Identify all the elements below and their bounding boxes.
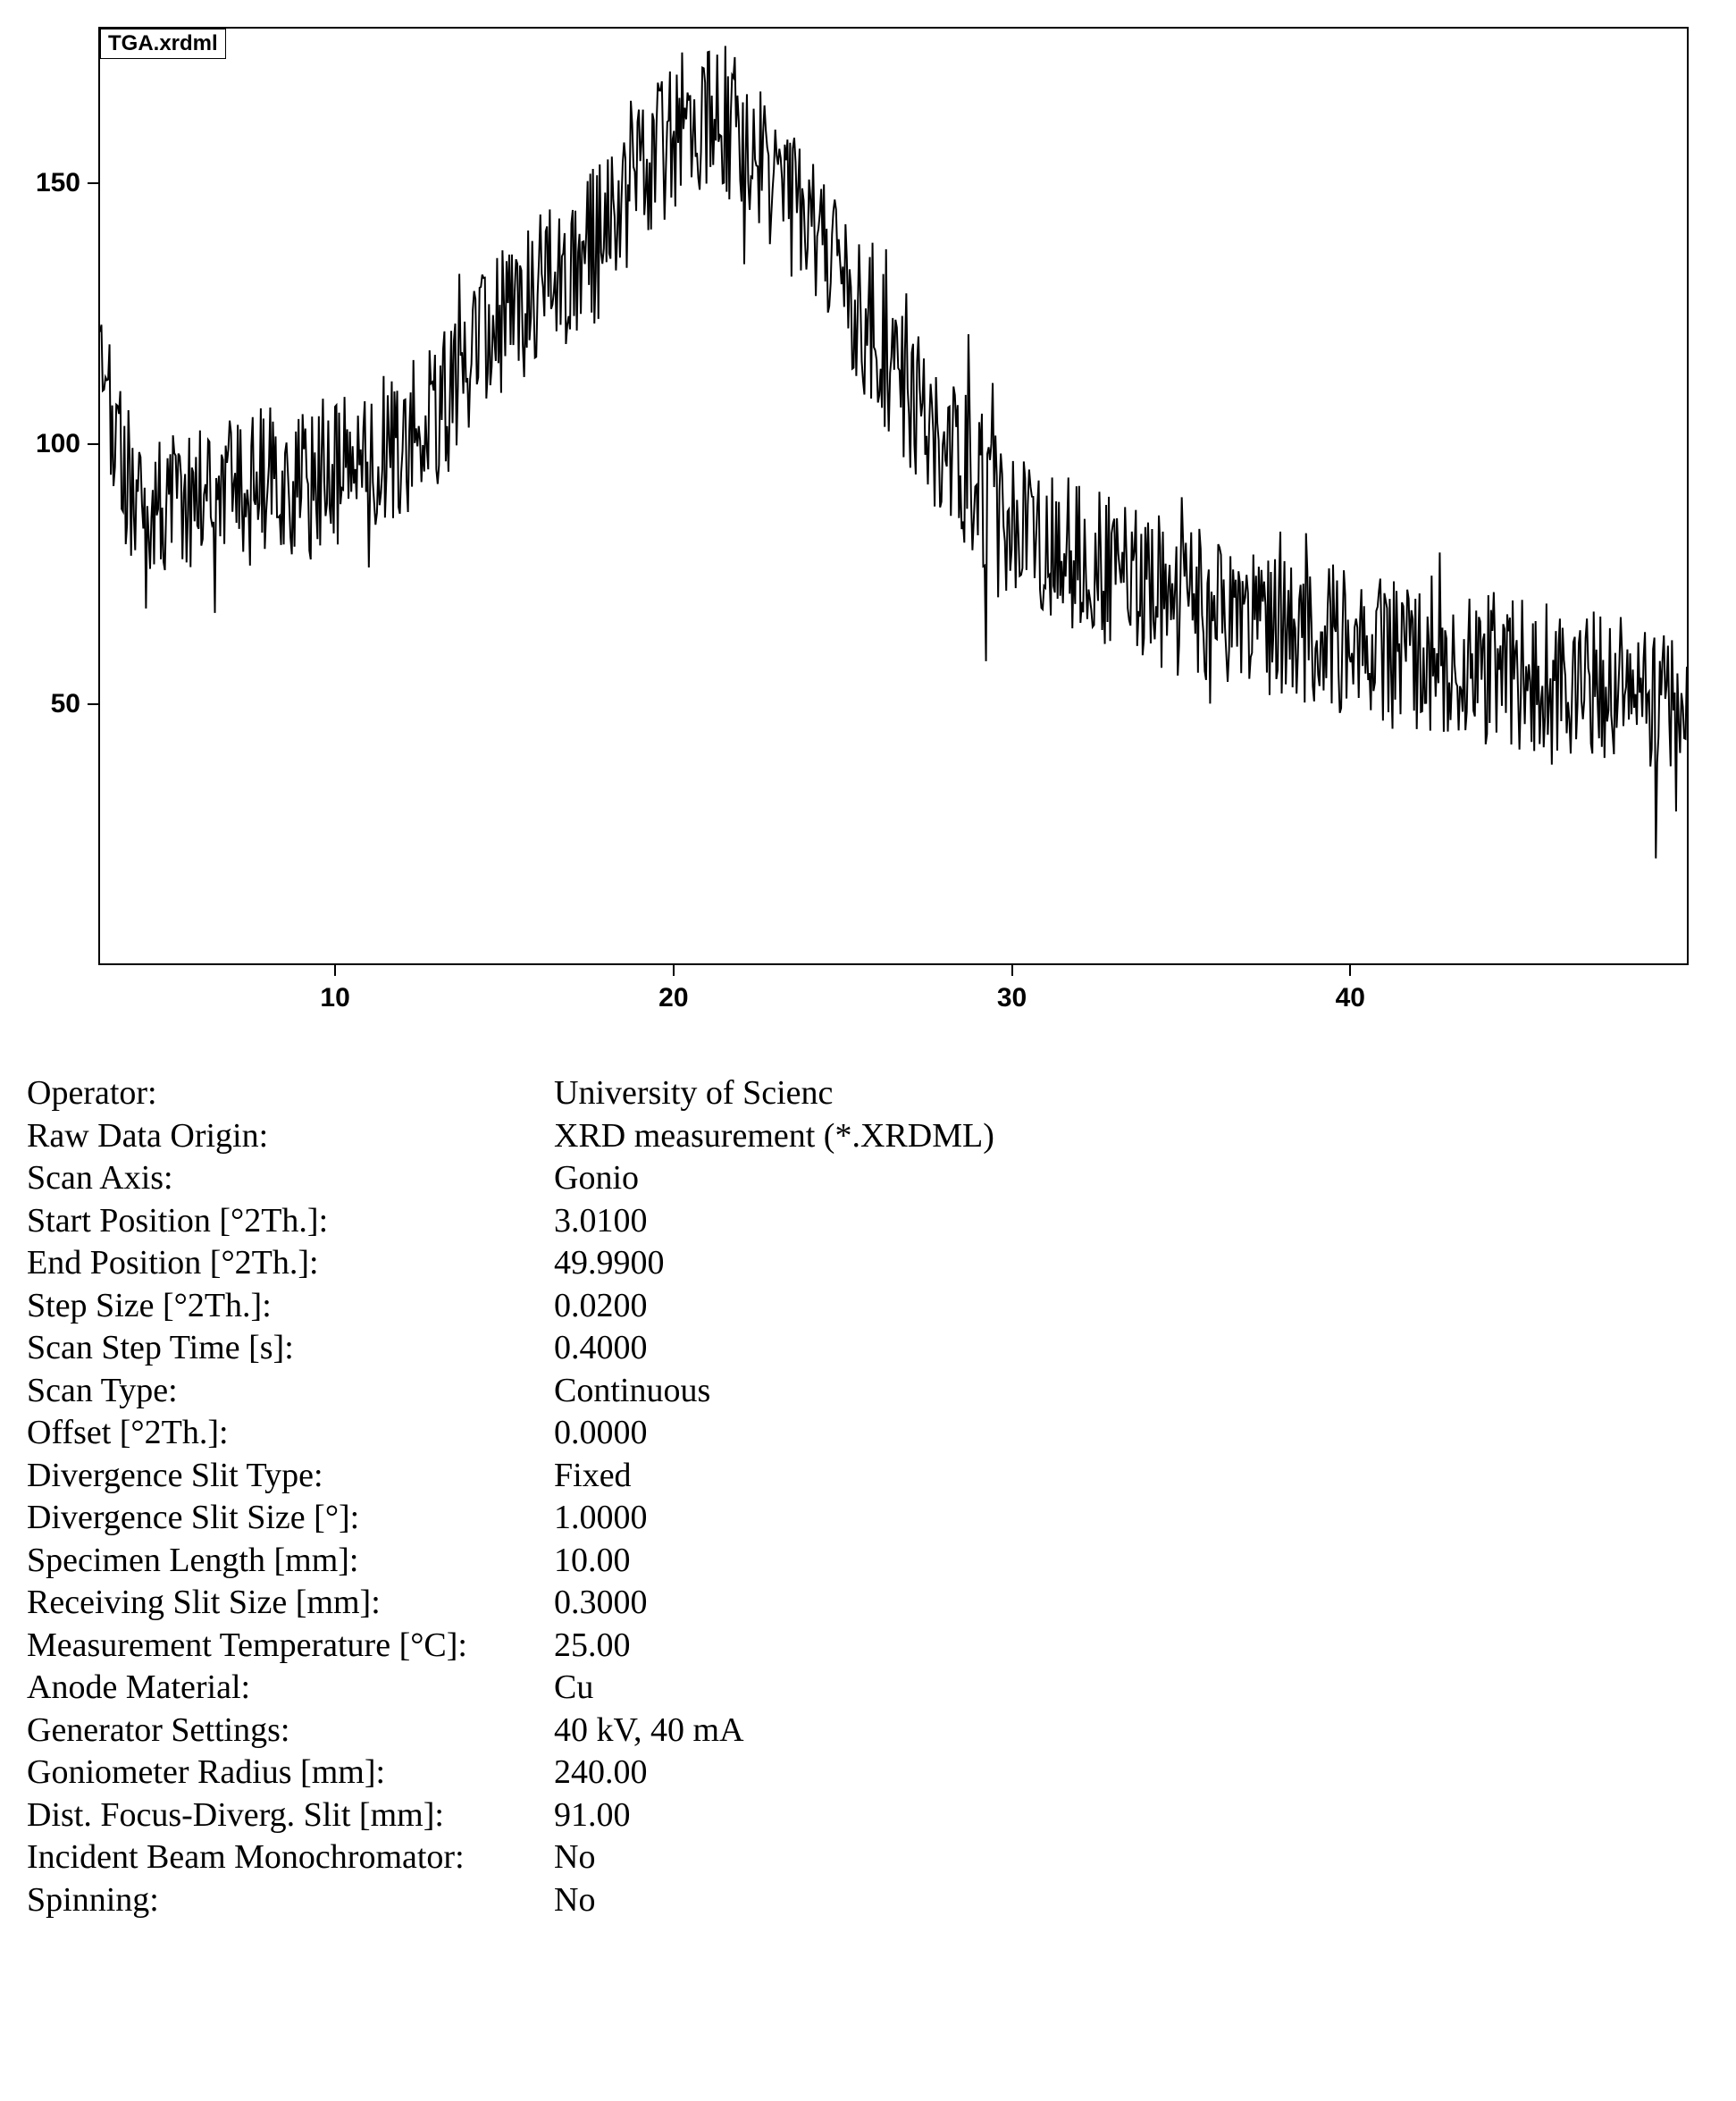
y-tick-label: 100: [36, 429, 80, 459]
param-value: 240.00: [554, 1752, 648, 1794]
param-row: Specimen Length [mm]:10.00: [27, 1540, 1718, 1583]
param-value: Continuous: [554, 1370, 710, 1413]
param-value: 3.0100: [554, 1200, 648, 1243]
plot-area: TGA.xrdml: [98, 27, 1689, 965]
param-row: Scan Axis:Gonio: [27, 1157, 1718, 1200]
param-value: No: [554, 1836, 595, 1879]
param-row: Divergence Slit Size [°]:1.0000: [27, 1497, 1718, 1540]
param-label: Scan Step Time [s]:: [27, 1327, 554, 1370]
param-label: Goniometer Radius [mm]:: [27, 1752, 554, 1794]
param-label: Spinning:: [27, 1879, 554, 1922]
param-row: Goniometer Radius [mm]:240.00: [27, 1752, 1718, 1794]
x-tick-mark: [1349, 965, 1351, 976]
param-value: 49.9900: [554, 1242, 665, 1285]
param-label: Receiving Slit Size [mm]:: [27, 1582, 554, 1625]
param-value: 1.0000: [554, 1497, 648, 1540]
param-row: Incident Beam Monochromator:No: [27, 1836, 1718, 1879]
data-line: [100, 29, 1687, 963]
param-label: Incident Beam Monochromator:: [27, 1836, 554, 1879]
param-row: Spinning:No: [27, 1879, 1718, 1922]
param-value: 91.00: [554, 1794, 631, 1837]
param-row: Start Position [°2Th.]:3.0100: [27, 1200, 1718, 1243]
param-value: 0.0200: [554, 1285, 648, 1328]
param-label: Scan Axis:: [27, 1157, 554, 1200]
param-label: Specimen Length [mm]:: [27, 1540, 554, 1583]
param-row: Scan Step Time [s]:0.4000: [27, 1327, 1718, 1370]
param-value: Gonio: [554, 1157, 639, 1200]
param-label: Raw Data Origin:: [27, 1115, 554, 1158]
param-label: Divergence Slit Size [°]:: [27, 1497, 554, 1540]
param-row: Step Size [°2Th.]:0.0200: [27, 1285, 1718, 1328]
param-value: University of Scienc: [554, 1072, 833, 1115]
param-row: Operator:University of Scienc: [27, 1072, 1718, 1115]
param-value: XRD measurement (*.XRDML): [554, 1115, 994, 1158]
param-row: Divergence Slit Type:Fixed: [27, 1455, 1718, 1498]
param-value: No: [554, 1879, 595, 1922]
param-value: 0.3000: [554, 1582, 648, 1625]
xrd-chart: 50 100 150 TGA.xrdml 10 20 30 40: [18, 18, 1715, 1046]
param-label: Generator Settings:: [27, 1710, 554, 1752]
param-label: Offset [°2Th.]:: [27, 1412, 554, 1455]
param-value: 0.4000: [554, 1327, 648, 1370]
param-row: Anode Material:Cu: [27, 1667, 1718, 1710]
param-label: Divergence Slit Type:: [27, 1455, 554, 1498]
y-tick-mark: [88, 182, 98, 184]
y-tick-mark: [88, 443, 98, 445]
x-tick-label: 40: [1336, 983, 1365, 1013]
x-tick-mark: [1011, 965, 1013, 976]
param-label: Operator:: [27, 1072, 554, 1115]
y-tick-label: 50: [51, 689, 80, 719]
param-row: Receiving Slit Size [mm]:0.3000: [27, 1582, 1718, 1625]
param-row: Generator Settings:40 kV, 40 mA: [27, 1710, 1718, 1752]
param-row: Measurement Temperature [°C]:25.00: [27, 1625, 1718, 1668]
param-label: Start Position [°2Th.]:: [27, 1200, 554, 1243]
param-label: End Position [°2Th.]:: [27, 1242, 554, 1285]
param-label: Anode Material:: [27, 1667, 554, 1710]
param-value: Cu: [554, 1667, 593, 1710]
y-tick-label: 150: [36, 168, 80, 198]
param-row: End Position [°2Th.]:49.9900: [27, 1242, 1718, 1285]
x-axis-ticks: 10 20 30 40: [98, 965, 1689, 1037]
param-value: 10.00: [554, 1540, 631, 1583]
param-label: Scan Type:: [27, 1370, 554, 1413]
param-value: 0.0000: [554, 1412, 648, 1455]
param-label: Measurement Temperature [°C]:: [27, 1625, 554, 1668]
parameters-table: Operator:University of SciencRaw Data Or…: [27, 1072, 1718, 1921]
x-tick-label: 20: [658, 983, 688, 1013]
param-label: Step Size [°2Th.]:: [27, 1285, 554, 1328]
param-label: Dist. Focus-Diverg. Slit [mm]:: [27, 1794, 554, 1837]
param-row: Dist. Focus-Diverg. Slit [mm]:91.00: [27, 1794, 1718, 1837]
x-tick-label: 10: [320, 983, 349, 1013]
param-row: Offset [°2Th.]:0.0000: [27, 1412, 1718, 1455]
x-tick-mark: [334, 965, 336, 976]
param-row: Scan Type:Continuous: [27, 1370, 1718, 1413]
file-label: TGA.xrdml: [100, 29, 226, 59]
y-axis-ticks: 50 100 150: [18, 27, 98, 965]
param-value: 25.00: [554, 1625, 631, 1668]
param-value: 40 kV, 40 mA: [554, 1710, 744, 1752]
y-tick-mark: [88, 703, 98, 705]
param-row: Raw Data Origin:XRD measurement (*.XRDML…: [27, 1115, 1718, 1158]
param-value: Fixed: [554, 1455, 632, 1498]
x-tick-mark: [673, 965, 675, 976]
x-tick-label: 30: [997, 983, 1027, 1013]
